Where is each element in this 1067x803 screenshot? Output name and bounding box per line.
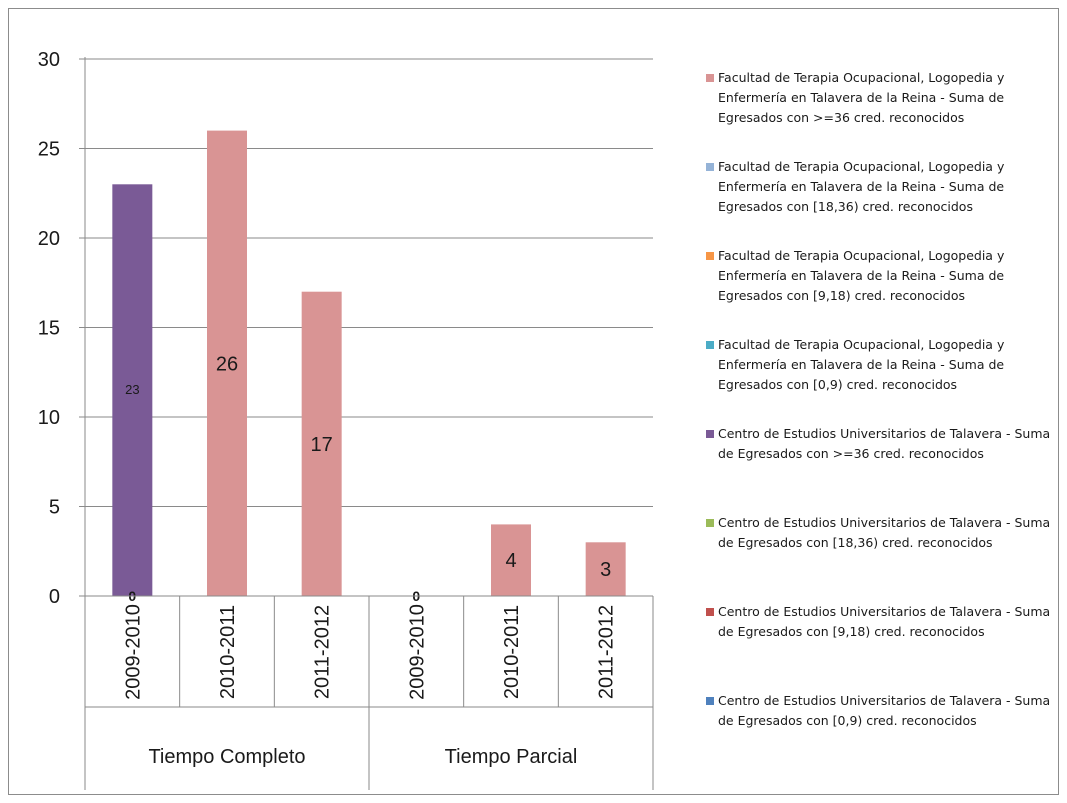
legend-label: Facultad de Terapia Ocupacional, Logoped… (718, 337, 1005, 392)
axes (79, 57, 654, 790)
chart-frame (8, 8, 1059, 795)
legend-label: Facultad de Terapia Ocupacional, Logoped… (718, 159, 1005, 214)
bar (301, 291, 342, 596)
y-tick-label: 20 (38, 228, 60, 250)
x-category-label: 2009-2010 (406, 604, 428, 700)
x-category-label: 2011-2012 (312, 605, 334, 699)
y-tick-label: 15 (38, 318, 60, 340)
legend-item: Facultad de Terapia Ocupacional, Logoped… (706, 68, 1056, 157)
legend-label: Facultad de Terapia Ocupacional, Logoped… (718, 70, 1005, 125)
y-tick-label: 0 (49, 586, 60, 608)
legend: Facultad de Terapia Ocupacional, Logoped… (706, 68, 1056, 780)
legend-swatch (706, 608, 714, 616)
y-tick-label: 25 (38, 139, 60, 161)
legend-swatch (706, 697, 714, 705)
legend-label: Centro de Estudios Universitarios de Tal… (718, 693, 1051, 728)
gridlines (85, 58, 653, 507)
legend-item: Facultad de Terapia Ocupacional, Logoped… (706, 246, 1056, 335)
bar-value-label: 17 (311, 434, 333, 456)
x-category-label: 2011-2012 (596, 605, 618, 699)
legend-swatch (706, 163, 714, 171)
bar (207, 130, 247, 596)
x-category-label: 2009-2010 (122, 604, 144, 700)
x-category-label: 2010-2011 (501, 605, 523, 699)
bar-value-label: 26 (216, 353, 238, 375)
x-group-label: Tiempo Parcial (445, 746, 578, 768)
bar-value-label: 4 (505, 550, 516, 572)
legend-swatch (706, 252, 714, 260)
legend-swatch (706, 341, 714, 349)
legend-item: Centro de Estudios Universitarios de Tal… (706, 691, 1056, 780)
legend-item: Centro de Estudios Universitarios de Tal… (706, 513, 1056, 602)
y-tick-label: 5 (49, 497, 60, 519)
legend-item: Facultad de Terapia Ocupacional, Logoped… (706, 335, 1056, 424)
legend-swatch (706, 430, 714, 438)
y-tick-label: 10 (38, 407, 60, 429)
legend-swatch (706, 74, 714, 82)
legend-label: Facultad de Terapia Ocupacional, Logoped… (718, 248, 1005, 303)
x-axis-labels: 2009-2010 2010-2011 2011-2012 2009-2010 2010… (122, 604, 617, 768)
bar (585, 542, 626, 596)
bar (112, 184, 153, 597)
legend-item: Centro de Estudios Universitarios de Tal… (706, 424, 1056, 513)
bar (491, 524, 531, 596)
bar-value-label: 3 (600, 559, 611, 581)
legend-label: Centro de Estudios Universitarios de Tal… (718, 604, 1051, 639)
legend-label: Centro de Estudios Universitarios de Tal… (718, 515, 1051, 550)
legend-item: Centro de Estudios Universitarios de Tal… (706, 602, 1056, 691)
y-tick-label: 30 (38, 49, 60, 71)
legend-label: Centro de Estudios Universitarios de Tal… (718, 426, 1051, 461)
legend-item: Facultad de Terapia Ocupacional, Logoped… (706, 157, 1056, 246)
x-category-label: 2010-2011 (217, 605, 239, 699)
legend-swatch (706, 519, 714, 527)
x-group-label: Tiempo Completo (148, 746, 305, 768)
y-axis-labels: 0 5 10 15 20 25 30 (38, 49, 60, 608)
bar-value-label: 23 (125, 382, 139, 397)
